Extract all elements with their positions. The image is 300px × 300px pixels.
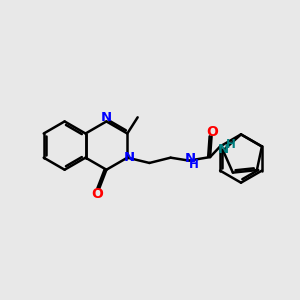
- Text: N: N: [124, 151, 135, 164]
- Text: H: H: [226, 138, 236, 151]
- Text: H: H: [189, 158, 199, 171]
- Text: N: N: [218, 143, 229, 156]
- Text: O: O: [206, 125, 218, 139]
- Text: N: N: [184, 152, 196, 165]
- Text: O: O: [91, 187, 103, 201]
- Text: N: N: [101, 111, 112, 124]
